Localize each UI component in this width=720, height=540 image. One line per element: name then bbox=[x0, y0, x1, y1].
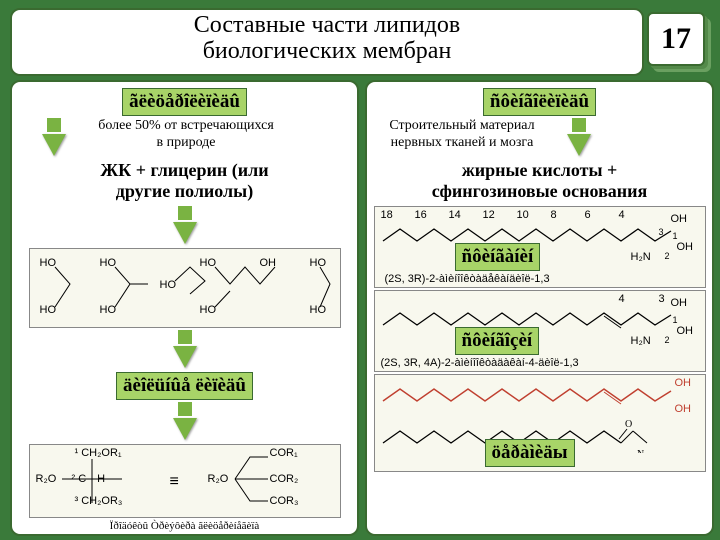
right-header-label: ñôèíãîëèïèäû bbox=[483, 88, 596, 116]
ceramide-label: öåðàìèäы bbox=[485, 439, 575, 467]
glycerol-structures: HO HO HO HO HO HO HO OH HO HO bbox=[29, 248, 341, 328]
sphinganine-structure: 18 16 14 12 10 8 6 4 OH OH H₂N ñôèíãàíèí… bbox=[374, 206, 706, 288]
svg-text:O: O bbox=[625, 419, 632, 430]
right-note: Строительный материал нервных тканей и м… bbox=[377, 118, 547, 152]
fischer-structures: ¹ CH₂OR₁ R₂O ² C—H ³ CH₂OR₃ ≡ COR₁ R₂O C… bbox=[29, 444, 341, 518]
arrow-icon bbox=[567, 118, 591, 160]
page: Составные части липидов биологических ме… bbox=[0, 0, 720, 540]
sphingosine-label: ñôèíãîçèí bbox=[455, 327, 540, 355]
arrow-icon bbox=[12, 330, 357, 368]
left-box2-label: äèîëüíûå ëèïèäû bbox=[116, 372, 253, 400]
ceramide-structure: OH OH O N H öåðàìèäы bbox=[374, 374, 706, 472]
right-sub1: жирные кислоты + сфингозиновые основания bbox=[367, 160, 712, 202]
left-sub1: ЖК + глицерин (или другие полиолы) bbox=[12, 160, 357, 202]
sphinganine-sub: (2S, 3R)-2-àìèíîîêòàäåêàíäèîë-1,3 bbox=[385, 273, 550, 285]
sphingosine-sub: (2S, 3R, 4A)-2-àìèíîîêòàäàêàí-4-äèîë-1,3 bbox=[381, 357, 579, 369]
arrow-icon bbox=[42, 118, 66, 160]
right-panel: ñôèíãîëèïèäû Строительный материал нервн… bbox=[365, 80, 714, 536]
left-note: более 50% от встречающихся в природе bbox=[96, 118, 276, 152]
left-panel: ãëèöåðîëèïèäû более 50% от встречающихся… bbox=[10, 80, 359, 536]
title-line2: биологических мембран bbox=[203, 38, 452, 64]
sphinganine-label: ñôèíãàíèí bbox=[455, 243, 541, 271]
title-box: Составные части липидов биологических ме… bbox=[10, 8, 644, 76]
left-header-label: ãëèöåðîëèïèäû bbox=[122, 88, 247, 116]
sphingosine-structure: 4 3 OH OH H₂N ñôèíãîçèí (2S, 3R, 4A)-2-à… bbox=[374, 290, 706, 372]
title-line1: Составные части липидов bbox=[194, 12, 460, 38]
arrow-icon bbox=[12, 206, 357, 244]
arrow-icon bbox=[12, 402, 357, 440]
svg-text:N: N bbox=[637, 449, 644, 453]
page-number-badge: 17 bbox=[647, 12, 705, 66]
left-bottom-note: Ïðîäóêòû Òðèýôèðà ãëèöåðèíåãèïà bbox=[12, 520, 357, 533]
